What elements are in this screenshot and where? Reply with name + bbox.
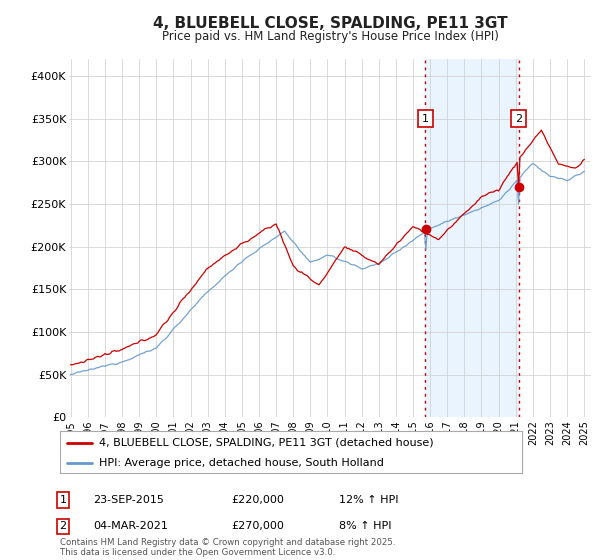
- Text: £220,000: £220,000: [231, 495, 284, 505]
- Text: £270,000: £270,000: [231, 521, 284, 531]
- Text: 8% ↑ HPI: 8% ↑ HPI: [339, 521, 391, 531]
- Bar: [425, 59, 518, 417]
- Text: 4, BLUEBELL CLOSE, SPALDING, PE11 3GT (detached house): 4, BLUEBELL CLOSE, SPALDING, PE11 3GT (d…: [99, 438, 434, 448]
- Text: 4, BLUEBELL CLOSE, SPALDING, PE11 3GT: 4, BLUEBELL CLOSE, SPALDING, PE11 3GT: [152, 16, 508, 31]
- Text: 2: 2: [59, 521, 67, 531]
- Text: 1: 1: [59, 495, 67, 505]
- Text: 1: 1: [422, 114, 429, 124]
- Text: 12% ↑ HPI: 12% ↑ HPI: [339, 495, 398, 505]
- Text: 04-MAR-2021: 04-MAR-2021: [93, 521, 168, 531]
- Text: Price paid vs. HM Land Registry's House Price Index (HPI): Price paid vs. HM Land Registry's House …: [161, 30, 499, 43]
- Text: HPI: Average price, detached house, South Holland: HPI: Average price, detached house, Sout…: [99, 458, 384, 468]
- Text: 2: 2: [515, 114, 522, 124]
- Text: 23-SEP-2015: 23-SEP-2015: [93, 495, 164, 505]
- Text: Contains HM Land Registry data © Crown copyright and database right 2025.
This d: Contains HM Land Registry data © Crown c…: [60, 538, 395, 557]
